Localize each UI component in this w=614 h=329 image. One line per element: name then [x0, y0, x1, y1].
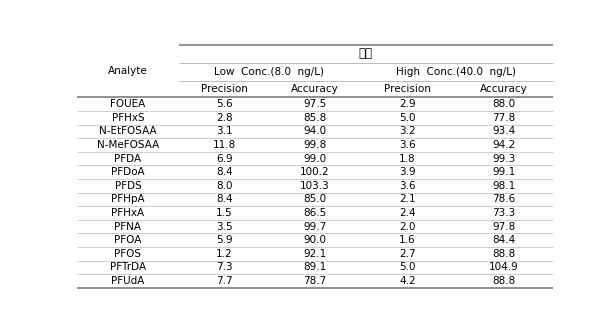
Text: 99.3: 99.3	[492, 154, 515, 164]
Text: 78.7: 78.7	[303, 276, 326, 286]
Text: 3.6: 3.6	[399, 140, 416, 150]
Text: 1.5: 1.5	[216, 208, 233, 218]
Text: PFUdA: PFUdA	[111, 276, 144, 286]
Text: Analyte: Analyte	[108, 66, 148, 76]
Text: 2.8: 2.8	[216, 113, 233, 123]
Text: 104.9: 104.9	[489, 262, 519, 272]
Text: 78.6: 78.6	[492, 194, 515, 204]
Text: PFDoA: PFDoA	[111, 167, 145, 177]
Text: 85.8: 85.8	[303, 113, 326, 123]
Text: Precision: Precision	[201, 84, 247, 94]
Text: 94.0: 94.0	[303, 126, 326, 137]
Text: Precision: Precision	[384, 84, 431, 94]
Text: 100.2: 100.2	[300, 167, 330, 177]
Text: N-EtFOSAA: N-EtFOSAA	[99, 126, 157, 137]
Text: 85.0: 85.0	[303, 194, 326, 204]
Text: High  Conc.(40.0  ng/L): High Conc.(40.0 ng/L)	[396, 67, 516, 77]
Text: 99.7: 99.7	[303, 222, 326, 232]
Text: 90.0: 90.0	[303, 235, 326, 245]
Text: 5.0: 5.0	[399, 262, 416, 272]
Text: 98.1: 98.1	[492, 181, 515, 191]
Text: 2.9: 2.9	[399, 99, 416, 109]
Text: 77.8: 77.8	[492, 113, 515, 123]
Text: 1.6: 1.6	[399, 235, 416, 245]
Text: PFHxS: PFHxS	[112, 113, 144, 123]
Text: 1.8: 1.8	[399, 154, 416, 164]
Text: Accuracy: Accuracy	[480, 84, 527, 94]
Text: 8.4: 8.4	[216, 194, 233, 204]
Text: 5.0: 5.0	[399, 113, 416, 123]
Text: 1.2: 1.2	[216, 249, 233, 259]
Text: 5.6: 5.6	[216, 99, 233, 109]
Text: 2.4: 2.4	[399, 208, 416, 218]
Text: PFHpA: PFHpA	[111, 194, 145, 204]
Text: 3.9: 3.9	[399, 167, 416, 177]
Text: 99.0: 99.0	[303, 154, 326, 164]
Text: 8.4: 8.4	[216, 167, 233, 177]
Text: 8.0: 8.0	[216, 181, 233, 191]
Text: PFDS: PFDS	[115, 181, 141, 191]
Text: 4.2: 4.2	[399, 276, 416, 286]
Text: 86.5: 86.5	[303, 208, 326, 218]
Text: 93.4: 93.4	[492, 126, 515, 137]
Text: 수질: 수질	[359, 47, 373, 60]
Text: 88.0: 88.0	[492, 99, 515, 109]
Text: 2.1: 2.1	[399, 194, 416, 204]
Text: FOUEA: FOUEA	[111, 99, 146, 109]
Text: 88.8: 88.8	[492, 249, 515, 259]
Text: 5.9: 5.9	[216, 235, 233, 245]
Text: 3.6: 3.6	[399, 181, 416, 191]
Text: 2.7: 2.7	[399, 249, 416, 259]
Text: 99.1: 99.1	[492, 167, 515, 177]
Text: 7.7: 7.7	[216, 276, 233, 286]
Text: 97.5: 97.5	[303, 99, 326, 109]
Text: 89.1: 89.1	[303, 262, 326, 272]
Text: 11.8: 11.8	[212, 140, 236, 150]
Text: 6.9: 6.9	[216, 154, 233, 164]
Text: PFOA: PFOA	[114, 235, 142, 245]
Text: 2.0: 2.0	[399, 222, 416, 232]
Text: PFNA: PFNA	[114, 222, 141, 232]
Text: 103.3: 103.3	[300, 181, 330, 191]
Text: 94.2: 94.2	[492, 140, 515, 150]
Text: Accuracy: Accuracy	[291, 84, 338, 94]
Text: 84.4: 84.4	[492, 235, 515, 245]
Text: PFDA: PFDA	[114, 154, 141, 164]
Text: PFTrDA: PFTrDA	[110, 262, 146, 272]
Text: Low  Conc.(8.0  ng/L): Low Conc.(8.0 ng/L)	[214, 67, 324, 77]
Text: 97.8: 97.8	[492, 222, 515, 232]
Text: 3.5: 3.5	[216, 222, 233, 232]
Text: 3.2: 3.2	[399, 126, 416, 137]
Text: PFOS: PFOS	[114, 249, 141, 259]
Text: 99.8: 99.8	[303, 140, 326, 150]
Text: N-MeFOSAA: N-MeFOSAA	[97, 140, 159, 150]
Text: 73.3: 73.3	[492, 208, 515, 218]
Text: PFHxA: PFHxA	[111, 208, 144, 218]
Text: 7.3: 7.3	[216, 262, 233, 272]
Text: 3.1: 3.1	[216, 126, 233, 137]
Text: 88.8: 88.8	[492, 276, 515, 286]
Text: 92.1: 92.1	[303, 249, 326, 259]
